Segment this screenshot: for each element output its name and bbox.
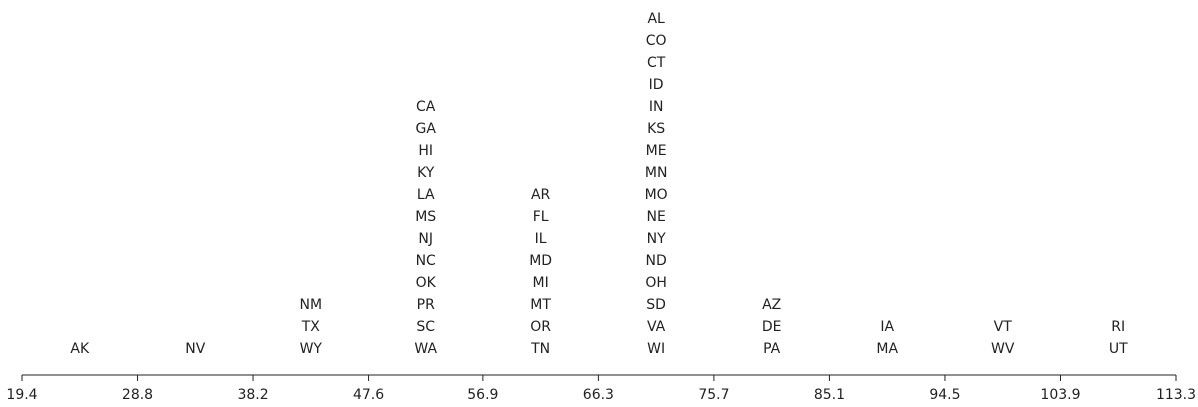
state-label: TN bbox=[530, 341, 550, 357]
state-label: MT bbox=[530, 297, 551, 313]
x-tick-label: 85.1 bbox=[814, 387, 845, 403]
state-label: PA bbox=[763, 341, 781, 357]
state-label: SC bbox=[416, 319, 435, 335]
state-label: WI bbox=[647, 341, 665, 357]
state-label: AR bbox=[531, 187, 551, 203]
state-label: NJ bbox=[418, 231, 433, 247]
x-tick-label: 19.4 bbox=[6, 387, 37, 403]
state-label: NC bbox=[416, 253, 436, 269]
state-label: IL bbox=[535, 231, 547, 247]
x-tick-label: 56.9 bbox=[467, 387, 498, 403]
state-label: IA bbox=[880, 319, 894, 335]
state-label: KS bbox=[647, 121, 665, 137]
state-label: CT bbox=[647, 55, 666, 71]
state-label: MN bbox=[645, 165, 668, 181]
state-label: MD bbox=[529, 253, 552, 269]
state-label: GA bbox=[415, 121, 436, 137]
state-label: IN bbox=[649, 99, 664, 115]
state-label: NE bbox=[646, 209, 665, 225]
state-label: OH bbox=[645, 275, 667, 291]
x-tick-label: 38.2 bbox=[237, 387, 268, 403]
state-label: MO bbox=[645, 187, 668, 203]
state-label: AK bbox=[70, 341, 90, 357]
state-label: MA bbox=[876, 341, 898, 357]
state-label: MS bbox=[415, 209, 436, 225]
x-tick-label: 47.6 bbox=[353, 387, 384, 403]
state-label: WA bbox=[414, 341, 437, 357]
x-tick-label: 66.3 bbox=[583, 387, 614, 403]
state-label: TX bbox=[301, 319, 321, 335]
state-label: UT bbox=[1109, 341, 1128, 357]
state-label: NM bbox=[300, 297, 323, 313]
x-tick-label: 113.3 bbox=[1156, 387, 1196, 403]
state-label: NV bbox=[185, 341, 205, 357]
state-label: LA bbox=[417, 187, 435, 203]
state-label: PR bbox=[417, 297, 435, 313]
state-label: ND bbox=[646, 253, 667, 269]
x-tick-label: 75.7 bbox=[698, 387, 729, 403]
state-label: RI bbox=[1111, 319, 1125, 335]
state-label: ID bbox=[649, 77, 664, 93]
state-label: AZ bbox=[762, 297, 781, 313]
state-label: DE bbox=[762, 319, 782, 335]
state-label: WV bbox=[991, 341, 1015, 357]
state-label: SD bbox=[646, 297, 666, 313]
state-label: WY bbox=[300, 341, 323, 357]
state-label: NY bbox=[647, 231, 666, 247]
x-tick-label: 28.8 bbox=[122, 387, 153, 403]
state-label: VT bbox=[994, 319, 1013, 335]
state-label: OK bbox=[416, 275, 437, 291]
x-tick-label: 103.9 bbox=[1040, 387, 1080, 403]
state-label: VA bbox=[647, 319, 666, 335]
state-label: KY bbox=[417, 165, 435, 181]
state-label: CO bbox=[646, 33, 667, 49]
state-label: MI bbox=[533, 275, 549, 291]
state-label: ME bbox=[646, 143, 667, 159]
state-label: CA bbox=[416, 99, 436, 115]
state-label: AL bbox=[647, 11, 665, 27]
state-label: FL bbox=[533, 209, 549, 225]
state-label: OR bbox=[530, 319, 551, 335]
x-tick-label: 94.5 bbox=[929, 387, 960, 403]
state-label: HI bbox=[418, 143, 433, 159]
